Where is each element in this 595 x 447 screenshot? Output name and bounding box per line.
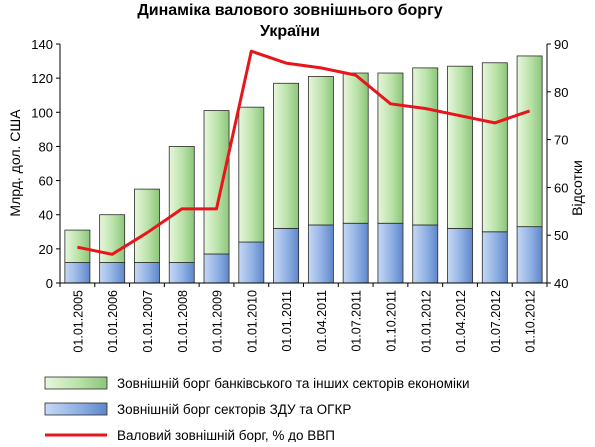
- bar-bank-other: [168, 146, 195, 263]
- bar-zdu-ogkr: [481, 231, 508, 284]
- x-tick-label: 01.01.2008: [176, 290, 190, 353]
- y2-tick-label: 70: [554, 133, 568, 148]
- bar-bank-other: [516, 55, 543, 228]
- y-tick-label: 120: [31, 71, 53, 86]
- bar-bank-other: [307, 76, 334, 226]
- x-tick-label: 01.04.2011: [315, 290, 329, 352]
- x-tick-label: 01.01.2010: [245, 290, 259, 353]
- bar-zdu-ogkr: [238, 241, 265, 284]
- x-tick-label: 01.07.2012: [489, 290, 503, 353]
- x-tick-label: 01.10.2012: [524, 290, 538, 353]
- y2-tick-label: 40: [554, 276, 568, 291]
- bar-bank-other: [203, 110, 230, 255]
- x-tick-label: 01.01.2011: [280, 290, 294, 352]
- bar-zdu-ogkr: [168, 262, 195, 284]
- chart-title-line-2: України: [260, 23, 320, 40]
- bar-bank-other: [481, 62, 508, 233]
- y2-axis-label: Відсотки: [569, 160, 585, 216]
- x-tick-label: 01.10.2011: [385, 290, 399, 352]
- bar-bank-other: [342, 72, 369, 224]
- bar-zdu-ogkr: [516, 226, 543, 284]
- y2-tick-label: 80: [554, 85, 568, 100]
- line-debt-gdp: [77, 49, 531, 256]
- bar-bank-other: [447, 65, 473, 229]
- legend-swatch-bank-other: [44, 376, 108, 390]
- bars-layer: [64, 55, 543, 284]
- x-tick-label: 01.01.2005: [71, 290, 85, 353]
- y-tick-label: 40: [39, 208, 53, 223]
- y-axis-label: Млрд. дол. США: [7, 109, 23, 217]
- x-tick-label: 01.01.2007: [141, 290, 155, 353]
- legend-label: Зовнішній борг банківського та інших сек…: [117, 376, 470, 391]
- legend-label: Валовий зовнішній борг, % до ВВП: [117, 428, 335, 442]
- bar-zdu-ogkr: [377, 222, 404, 284]
- bar-zdu-ogkr: [134, 262, 160, 284]
- y-tick-label: 140: [31, 37, 53, 52]
- bar-zdu-ogkr: [342, 222, 369, 284]
- bar-zdu-ogkr: [203, 253, 230, 284]
- legend-swatch-zdu-ogkr: [44, 402, 108, 416]
- bar-zdu-ogkr: [412, 224, 439, 284]
- bar-zdu-ogkr: [447, 227, 473, 284]
- bar-zdu-ogkr: [307, 224, 334, 284]
- y2-tick-label: 90: [554, 37, 568, 52]
- y2-tick-label: 50: [554, 228, 568, 243]
- y-tick-label: 20: [39, 242, 53, 257]
- y-tick-label: 0: [46, 276, 53, 291]
- x-tick-label: 01.07.2011: [350, 290, 364, 352]
- bar-zdu-ogkr: [273, 227, 300, 284]
- y-tick-label: 60: [39, 174, 53, 189]
- x-tick-label: 01.01.2012: [419, 290, 433, 353]
- y-tick-label: 80: [39, 139, 53, 154]
- bar-zdu-ogkr: [99, 262, 126, 284]
- chart-title-line-1: Динаміка валового зовнішнього боргу: [137, 2, 442, 19]
- y-tick-label: 100: [31, 105, 53, 120]
- legend-label: Зовнішній борг секторів ЗДУ та ОГКР: [117, 402, 351, 417]
- x-tick-label: 01.04.2012: [454, 290, 468, 353]
- bar-bank-other: [64, 229, 91, 263]
- y2-tick-label: 60: [554, 180, 568, 195]
- x-tick-label: 01.01.2006: [106, 290, 120, 353]
- bar-bank-other: [273, 82, 300, 229]
- x-tick-label: 01.01.2009: [211, 290, 225, 353]
- bar-zdu-ogkr: [64, 262, 91, 284]
- bar-bank-other: [412, 67, 439, 226]
- bar-bank-other: [238, 106, 265, 243]
- axes-layer: 0 20 40 60 80 100 120 140 40 50 60 70 80 90 01.01.2005…: [31, 37, 568, 353]
- line-layer: [77, 49, 531, 256]
- legend: Зовнішній борг банківського та інших сек…: [44, 376, 470, 443]
